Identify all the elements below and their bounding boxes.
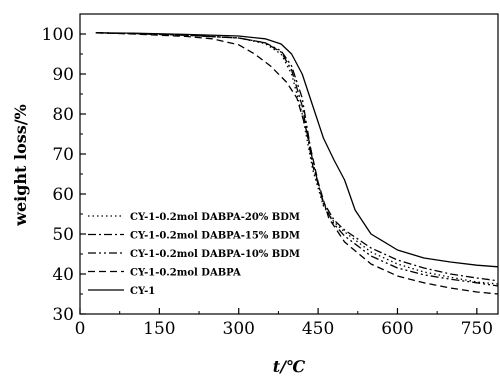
- series-line-4: [95, 32, 499, 295]
- legend-label: CY-1-0.2mol DABPA-10% BDM: [130, 249, 300, 260]
- x-tick-label: 450: [302, 319, 334, 339]
- y-tick-label: 100: [42, 25, 74, 45]
- x-tick-label: 300: [223, 319, 255, 339]
- legend-label: CY-1-0.2mol DABPA-15% BDM: [130, 231, 300, 242]
- y-tick-label: 70: [52, 145, 74, 165]
- series-line-5: [95, 32, 499, 268]
- y-tick-label: 90: [52, 65, 74, 85]
- x-tick-label: 0: [75, 319, 86, 339]
- legend: CY-1-0.2mol DABPA-20% BDM CY-1-0.2mol DAB…: [88, 212, 300, 297]
- legend-label: CY-1-0.2mol DABPA-20% BDM: [130, 212, 300, 223]
- y-axis-title: weight loss/%: [11, 104, 30, 227]
- series-line-1: [95, 32, 499, 285]
- x-axis-title: t/℃: [273, 357, 306, 376]
- y-axis: 30 40 50 60 70 80 90 100: [42, 25, 86, 325]
- y-tick-label: 40: [52, 265, 74, 285]
- x-tick-label: 600: [381, 319, 413, 339]
- x-tick-label: 750: [461, 319, 493, 339]
- y-tick-label: 60: [52, 185, 74, 205]
- series-line-2: [95, 32, 499, 282]
- y-tick-label: 30: [52, 305, 74, 325]
- y-tick-label: 80: [52, 105, 74, 125]
- x-axis: 0 150 300 450 600 750: [75, 308, 493, 339]
- plot-frame: [79, 13, 499, 315]
- x-tick-label: 150: [143, 319, 175, 339]
- legend-label: CY-1: [130, 286, 155, 297]
- series-layer: [95, 32, 499, 295]
- y-tick-label: 50: [52, 225, 74, 245]
- legend-label: CY-1-0.2mol DABPA: [130, 268, 241, 279]
